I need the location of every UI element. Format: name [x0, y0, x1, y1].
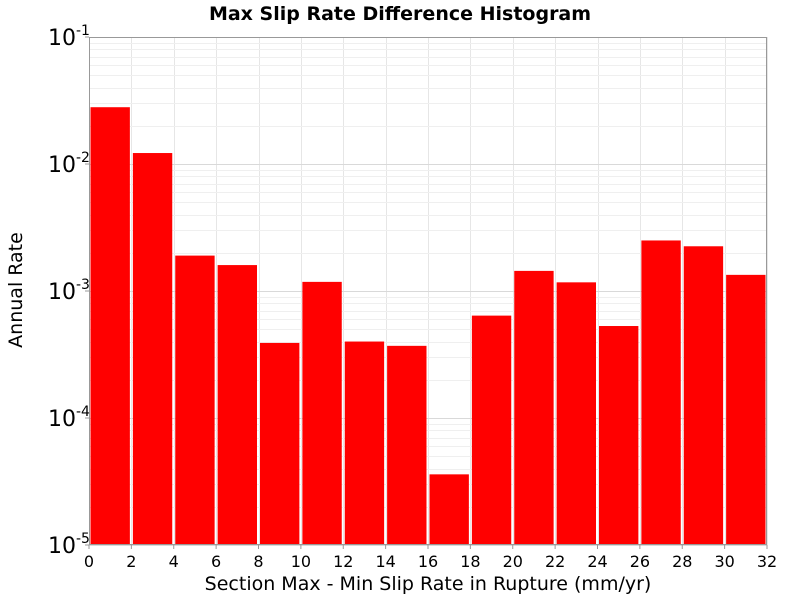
y-axis-label: Annual Rate — [5, 232, 27, 348]
x-axis-label: Section Max - Min Slip Rate in Rupture (… — [205, 573, 652, 595]
x-tick-label: 22 — [545, 552, 565, 571]
histogram-bar-15 — [683, 246, 724, 545]
histogram-bar-12 — [556, 282, 596, 545]
x-tick-label: 6 — [211, 552, 221, 571]
bars-group — [90, 107, 766, 546]
histogram-bar-3 — [175, 255, 215, 545]
x-tick-label: 18 — [460, 552, 480, 571]
histogram-bar-1 — [90, 107, 130, 545]
histogram-bar-4 — [217, 265, 257, 545]
y-tick-label: 10-3 — [48, 277, 90, 305]
histogram-bar-11 — [514, 270, 554, 545]
x-tick-label: 0 — [84, 552, 94, 571]
x-tick-label: 30 — [714, 552, 734, 571]
histogram-bar-2 — [132, 153, 173, 546]
histogram-bar-14 — [641, 240, 681, 546]
x-tick-label: 8 — [253, 552, 263, 571]
y-tick-label: 10-1 — [48, 23, 90, 51]
x-tick-label: 24 — [587, 552, 607, 571]
chart-title: Max Slip Rate Difference Histogram — [209, 3, 591, 25]
y-axis-ticks: 10-5 10-4 10-3 10-2 10-1 — [48, 23, 90, 559]
y-tick-label: 10-2 — [48, 150, 90, 178]
histogram-bar-6 — [302, 281, 342, 545]
histogram-bar-9 — [429, 474, 469, 545]
x-tick-label: 20 — [503, 552, 523, 571]
x-tick-label: 14 — [375, 552, 395, 571]
x-tick-label: 12 — [333, 552, 353, 571]
histogram-bar-16 — [726, 274, 766, 545]
x-tick-label: 2 — [126, 552, 136, 571]
histogram-bar-7 — [344, 341, 385, 545]
y-tick-label: 10-4 — [48, 404, 90, 432]
histogram-bar-5 — [260, 342, 300, 545]
x-tick-label: 4 — [169, 552, 179, 571]
x-tick-label: 26 — [630, 552, 650, 571]
x-tick-label: 10 — [291, 552, 311, 571]
histogram-bar-13 — [599, 326, 639, 545]
histogram-bar-8 — [387, 345, 427, 545]
y-tick-label: 10-5 — [48, 531, 90, 559]
histogram-bar-10 — [471, 315, 512, 545]
x-tick-label: 16 — [418, 552, 438, 571]
x-axis-ticks: 0 2 4 6 8 10 12 14 16 18 20 22 24 26 28 30 32 — [84, 545, 777, 571]
x-tick-label: 28 — [672, 552, 692, 571]
plot-border — [89, 37, 767, 545]
x-tick-label: 32 — [757, 552, 777, 571]
